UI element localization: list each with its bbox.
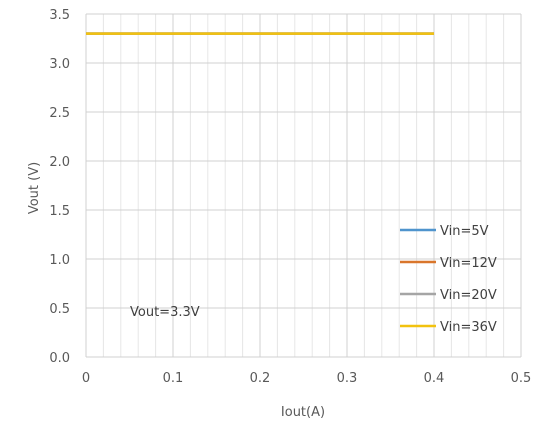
- x-axis-ticks: 0 0.1 0.2 0.3 0.4 0.5: [82, 371, 531, 386]
- y-tick-label: 3.0: [49, 57, 70, 72]
- y-tick-label: 0.0: [49, 351, 70, 366]
- y-tick-label: 1.0: [49, 253, 70, 268]
- y-tick-label: 2.5: [49, 106, 70, 121]
- y-tick-label: 3.5: [49, 8, 70, 23]
- x-tick-label: 0.5: [511, 371, 532, 386]
- x-tick-label: 0.1: [163, 371, 184, 386]
- legend-label: Vin=12V: [440, 256, 497, 271]
- annotation-vout: Vout=3.3V: [130, 305, 200, 320]
- x-tick-label: 0: [82, 371, 90, 386]
- legend-label: Vin=20V: [440, 288, 497, 303]
- x-tick-label: 0.2: [250, 371, 271, 386]
- y-tick-label: 1.5: [49, 204, 70, 219]
- x-axis-title: Iout(A): [281, 405, 325, 420]
- x-tick-label: 0.3: [337, 371, 358, 386]
- y-tick-label: 0.5: [49, 302, 70, 317]
- grid-lines: [85, 13, 522, 358]
- legend-label: Vin=36V: [440, 320, 497, 335]
- legend-label: Vin=5V: [440, 224, 489, 239]
- x-tick-label: 0.4: [424, 371, 445, 386]
- y-axis-ticks: 0.0 0.5 1.0 1.5 2.0 2.5 3.0 3.5: [49, 8, 70, 366]
- y-axis-title: Vout (V): [27, 162, 42, 214]
- legend: Vin=5V Vin=12V Vin=20V Vin=36V: [400, 224, 497, 335]
- y-tick-label: 2.0: [49, 155, 70, 170]
